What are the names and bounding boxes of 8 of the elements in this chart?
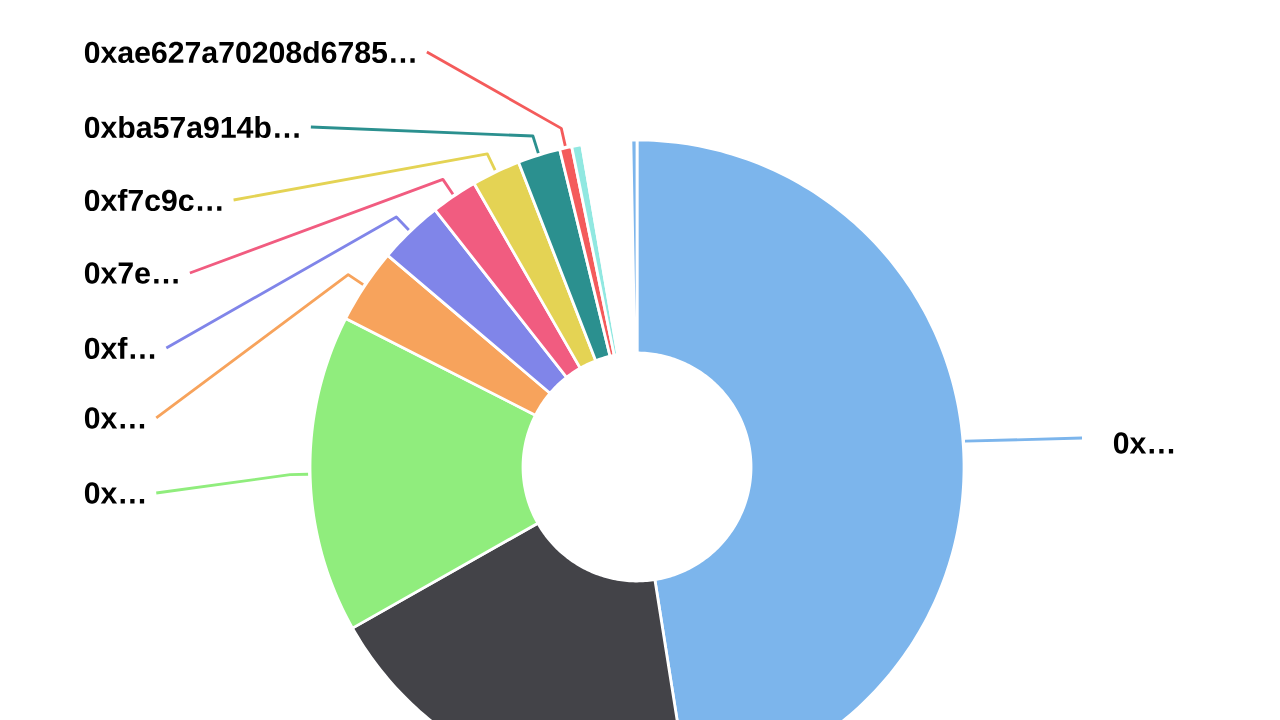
slice-label: 0xba57a914b… (84, 115, 299, 139)
slice-label: 0x… (1113, 432, 1174, 454)
slice-label: 0x7e… (84, 262, 178, 284)
slice-label: 0x… (84, 407, 145, 429)
slice-label: 0xae627a70208d6785… (84, 40, 415, 64)
slice-label: 0xf… (84, 336, 155, 360)
slice-label: 0x… (84, 482, 145, 504)
slice-label: 0xf7c9c… (84, 188, 222, 212)
